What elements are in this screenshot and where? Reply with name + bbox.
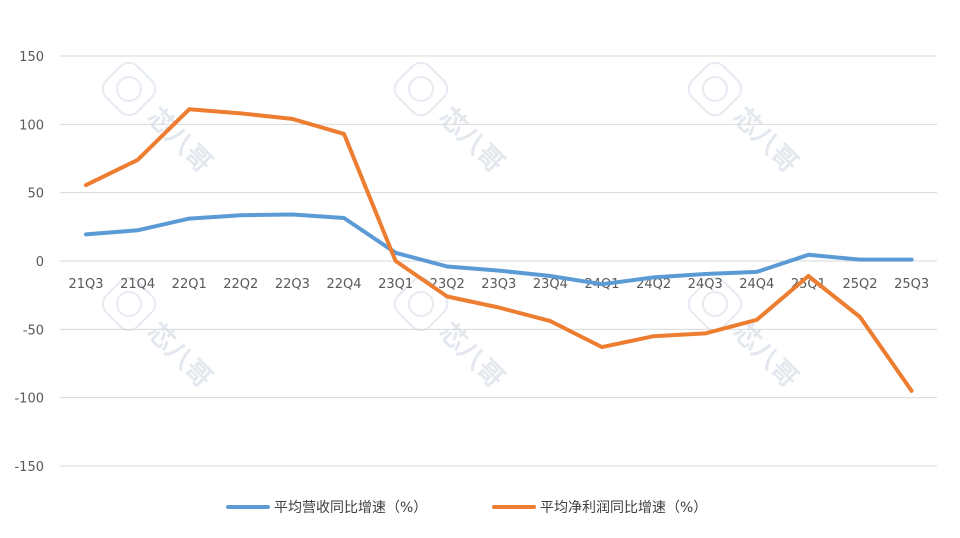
x-tick-label: 23Q3 xyxy=(481,277,516,292)
x-axis-ticks: 21Q3 21Q4 22Q1 22Q2 22Q3 22Q4 23Q1 23Q2 23Q3 23Q4… xyxy=(68,277,929,292)
x-tick-label: 22Q4 xyxy=(326,277,361,292)
series-line-1 xyxy=(84,212,914,287)
watermark-logo-circle xyxy=(701,290,728,317)
watermark: 芯八哥 xyxy=(687,61,803,179)
x-tick-label: 25Q3 xyxy=(894,277,929,292)
x-tick-label: 22Q3 xyxy=(275,277,310,292)
y-tick-label: -150 xyxy=(14,460,44,475)
watermark-logo xyxy=(101,276,157,332)
watermark-text: 芯八哥 xyxy=(433,102,509,178)
series-lines xyxy=(84,107,914,393)
y-tick-label: -50 xyxy=(23,323,44,338)
watermark-logo xyxy=(101,61,157,117)
x-tick-label: 24Q3 xyxy=(688,277,723,292)
x-tick-label: 24Q2 xyxy=(636,277,671,292)
x-tick-label: 23Q4 xyxy=(533,277,568,292)
watermark-logo xyxy=(393,61,449,117)
grid-lines xyxy=(60,55,937,467)
x-tick-label: 22Q2 xyxy=(223,277,258,292)
watermark: 芯八哥 xyxy=(101,61,217,179)
legend-label: 平均营收同比增速（%） xyxy=(274,500,427,516)
watermark-text: 芯八哥 xyxy=(141,102,217,178)
watermark-logo xyxy=(687,61,743,117)
legend-label: 平均净利润同比增速（%） xyxy=(540,500,707,516)
watermark-logo-circle xyxy=(407,75,434,102)
legend: 平均营收同比增速（%） 平均净利润同比增速（%） xyxy=(226,500,707,516)
y-tick-label: -100 xyxy=(14,392,44,407)
watermark: 芯八哥 xyxy=(393,61,509,179)
x-tick-label: 21Q4 xyxy=(120,277,155,292)
watermark-logo-circle xyxy=(115,290,142,317)
x-tick-label: 22Q1 xyxy=(172,277,207,292)
watermark-logo xyxy=(687,276,743,332)
x-tick-label: 23Q1 xyxy=(378,277,413,292)
y-tick-label: 0 xyxy=(36,255,44,270)
x-tick-label: 24Q4 xyxy=(739,277,774,292)
x-tick-label: 21Q3 xyxy=(68,277,103,292)
watermark-logo-circle xyxy=(701,75,728,102)
y-axis-ticks: 150 100 50 0 -50 -100 -150 xyxy=(14,50,44,475)
y-tick-label: 150 xyxy=(19,50,44,65)
y-tick-label: 50 xyxy=(27,187,44,202)
watermark-logo-circle xyxy=(407,290,434,317)
y-tick-label: 100 xyxy=(19,118,44,133)
watermark-text: 芯八哥 xyxy=(727,102,803,178)
watermark-logo-circle xyxy=(115,75,142,102)
x-tick-label: 25Q2 xyxy=(842,277,877,292)
